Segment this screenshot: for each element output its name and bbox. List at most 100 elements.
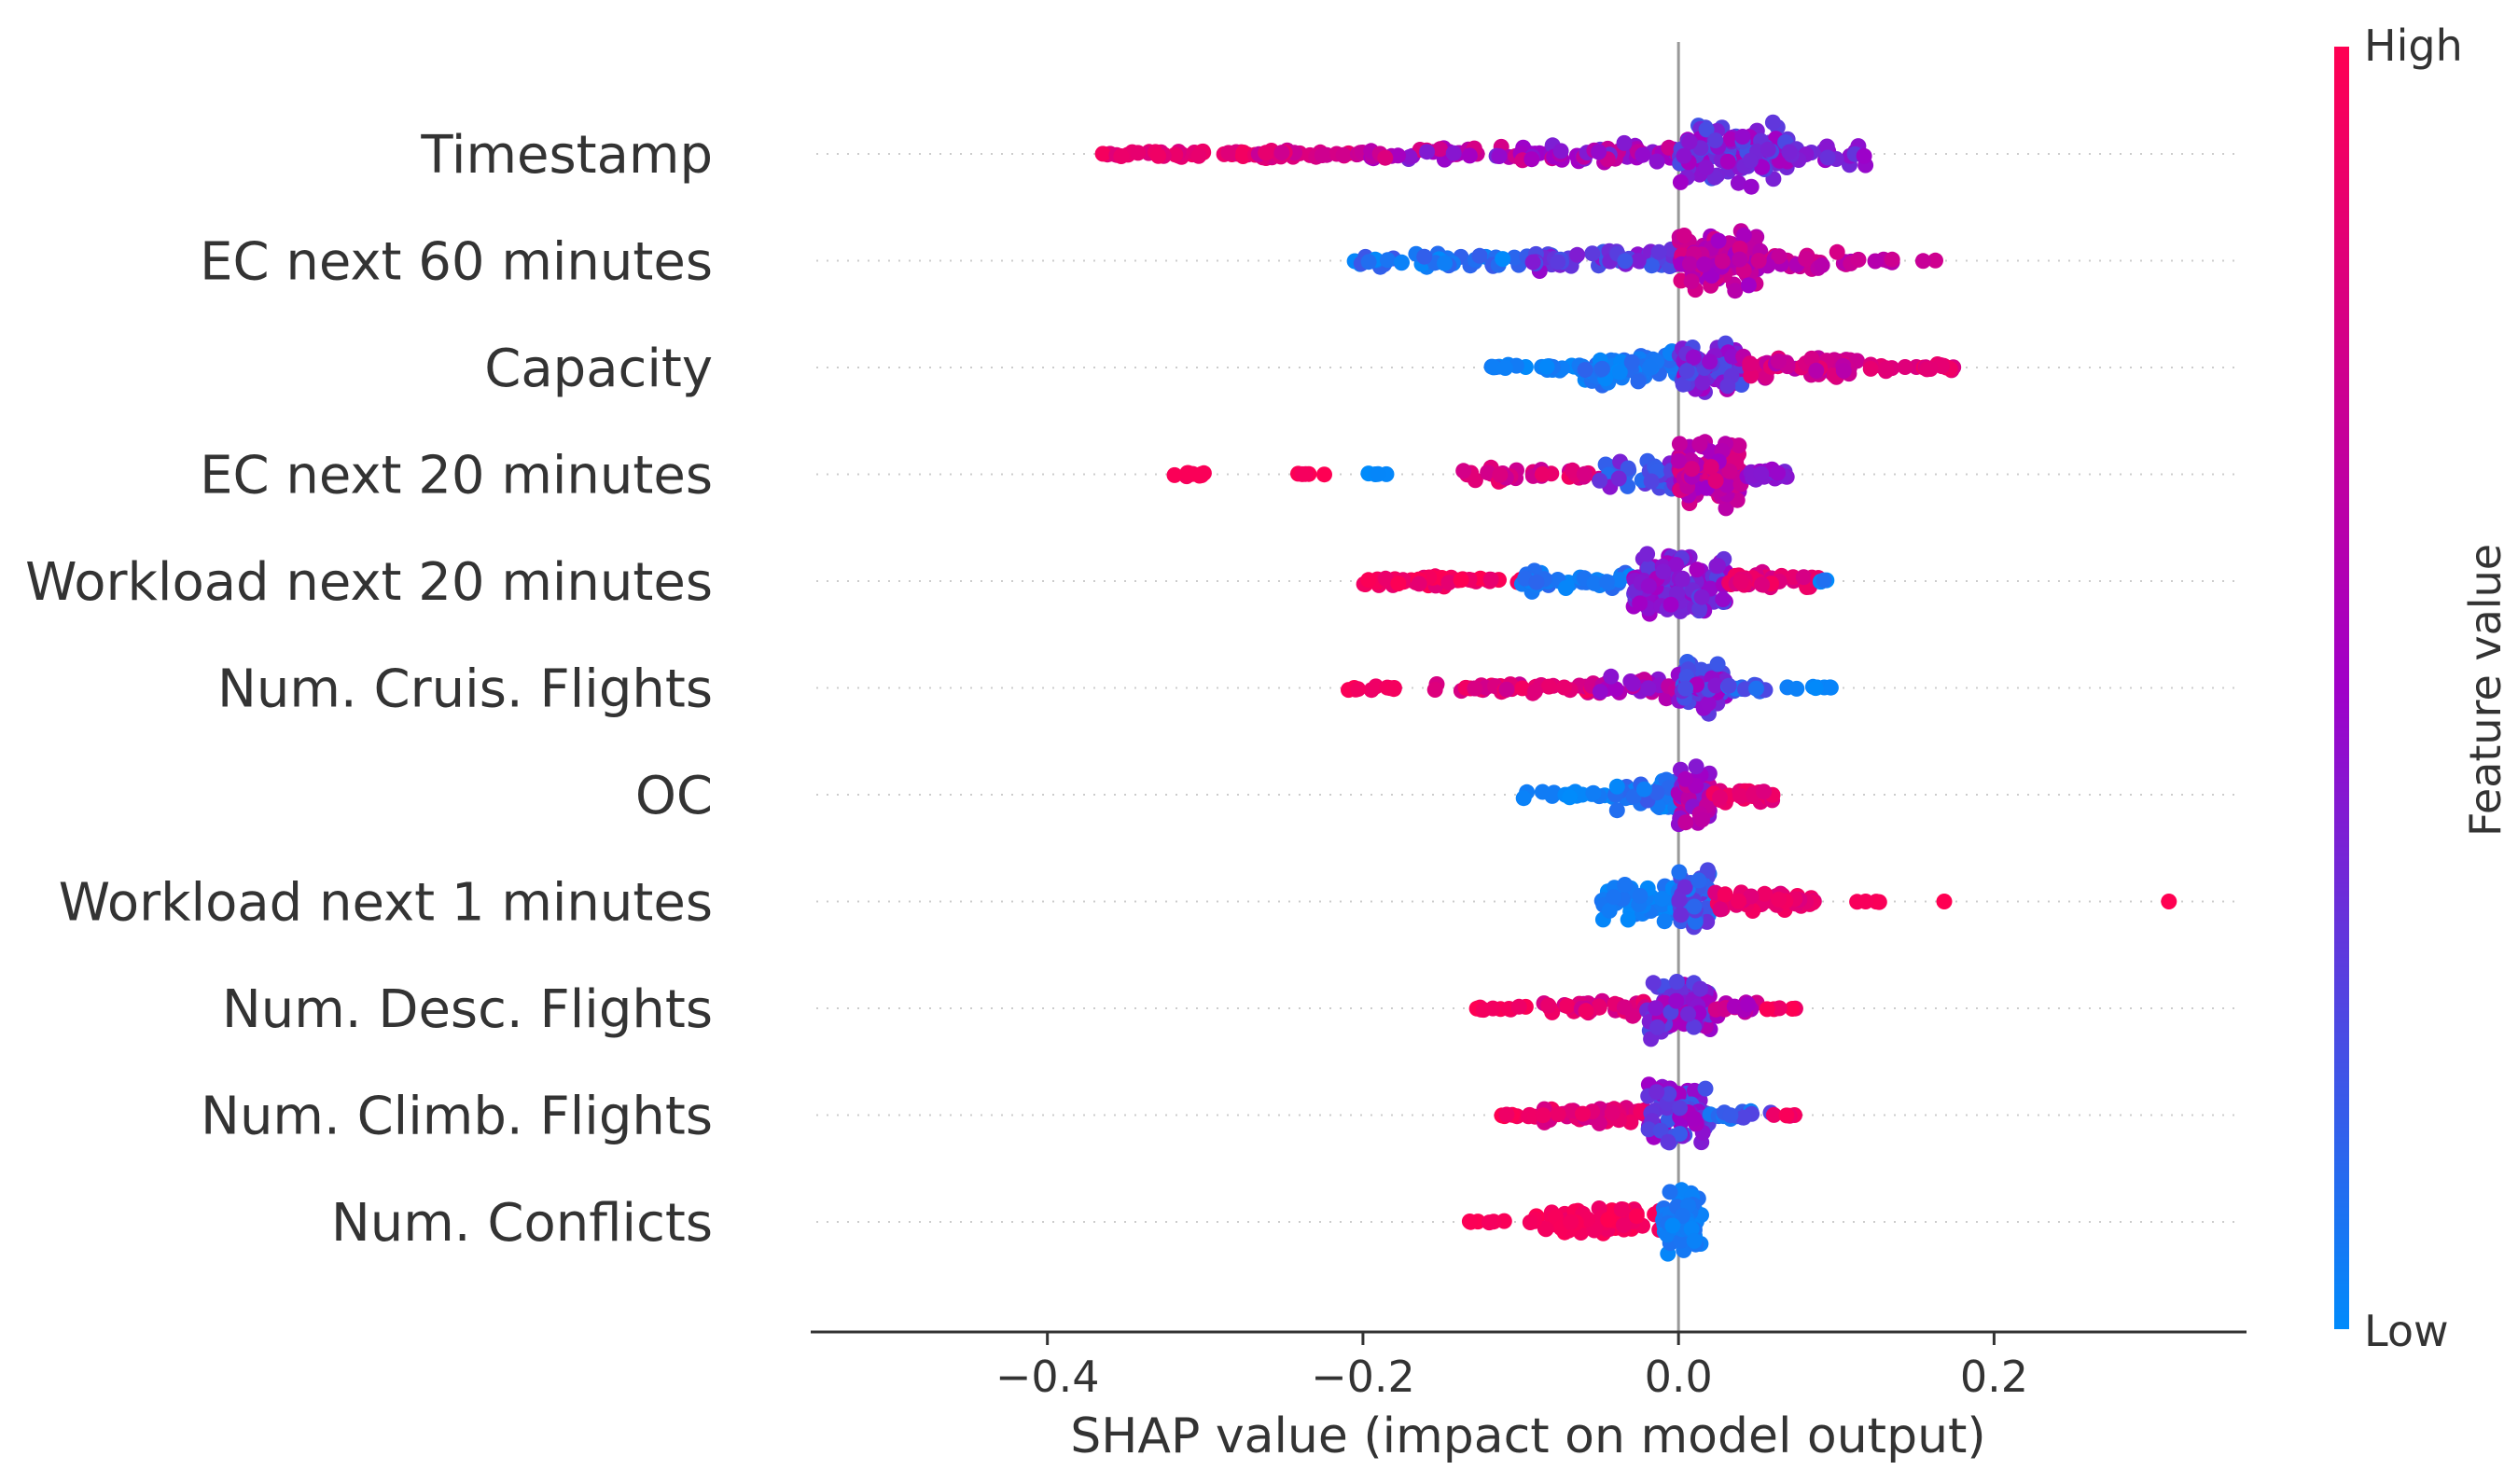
shap-point [1856,147,1872,164]
shap-point [1672,173,1689,190]
shap-point [1497,360,1513,376]
shap-point [1676,147,1692,164]
shap-point [1426,682,1443,698]
shap-point [1150,147,1167,164]
shap-point [1273,145,1290,161]
feature-label-num-climb-flights: Num. Climb. Flights [201,1087,713,1147]
shap-point [1643,1031,1660,1047]
shap-point [1432,141,1449,158]
points-timestamp [1094,114,1874,195]
shap-point [1686,898,1703,915]
points-ec-next-20-minutes [1166,434,1795,517]
shap-point [1730,174,1746,191]
shap-point [1620,460,1636,477]
colorbar-title: Feature value [2460,544,2511,837]
shap-point [1897,359,1913,375]
shap-point [1740,277,1757,294]
shap-point [1411,576,1427,592]
shap-point [1484,1000,1501,1017]
points-num-cruis-flights [1341,654,1839,722]
shap-point [1559,998,1576,1014]
shap-point [1335,146,1352,163]
shap-point [1722,131,1739,147]
shap-point [1552,143,1569,159]
shap-point [1702,354,1718,370]
shap-point [1677,770,1694,787]
shap-point [1795,569,1812,586]
shap-point [1675,376,1691,393]
shap-point [1829,243,1845,260]
points-ec-next-60-minutes [1346,223,1943,299]
shap-point [1526,683,1543,700]
shap-point [1771,1000,1788,1017]
shap-point [1645,975,1662,992]
shap-point [1592,684,1608,700]
shap-point [1676,879,1693,895]
shap-point [1815,572,1832,589]
feature-label-timestamp: Timestamp [420,125,713,186]
shap-points [1094,114,2177,1262]
shap-point [1686,1232,1703,1249]
shap-point [1694,374,1711,391]
shap-point [1632,595,1649,612]
shap-point [1258,145,1274,161]
shap-point [1639,546,1656,562]
shap-point [1390,147,1406,164]
shap-point [1522,1214,1538,1230]
shap-point [1712,789,1728,806]
shap-point [1732,574,1749,590]
shap-point [1683,1220,1700,1237]
shap-point [1731,437,1747,454]
shap-point [1130,145,1147,161]
shap-point [1550,1106,1566,1123]
shap-point [1668,992,1685,1009]
shap-point [1498,1106,1515,1123]
shap-point [1360,572,1377,589]
shap-point [1534,465,1551,482]
shap-point [1760,141,1776,158]
shap-point [1712,901,1729,918]
shap-point [1803,350,1820,367]
shap-point [1370,465,1386,482]
shap-point [1166,466,1183,483]
shap-point [1862,360,1879,377]
shap-point [1617,253,1634,270]
shap-point [1700,695,1717,712]
shap-point [1671,892,1688,908]
shap-point [1684,461,1700,478]
shap-point [1576,465,1593,482]
shap-point [1677,814,1694,831]
shap-point [1678,363,1695,380]
shap-point [1606,889,1622,906]
shap-point [1822,679,1839,696]
shap-point [1808,362,1825,379]
shap-point [1640,680,1657,697]
shap-point [1510,998,1527,1015]
shap-point [1692,980,1708,997]
shap-point [1524,254,1541,270]
shap-point [1557,580,1574,596]
shap-point [1731,893,1746,909]
shap-point [1721,463,1738,479]
shap-point [1377,570,1394,587]
shap-point [1770,465,1786,481]
shap-point [1294,465,1311,482]
shap-point [1535,1107,1551,1124]
shap-point [1616,134,1633,151]
points-workload-next-1-minutes [1593,862,2177,936]
shap-point [1314,147,1330,163]
x-tick-label: 0.2 [1960,1352,2028,1402]
feature-label-ec-next-20-minutes: EC next 20 minutes [200,446,713,506]
shap-point [1540,678,1557,695]
shap-point [1754,576,1771,593]
shap-point [1770,353,1787,369]
shap-point [1685,349,1702,366]
shap-point [1715,591,1732,608]
shap-point [1350,681,1367,698]
shap-point [1784,1001,1801,1017]
shap-point [1693,589,1710,605]
shap-point [1565,462,1580,478]
shap-point [1689,562,1705,578]
shap-point [1569,246,1586,263]
shap-point [1660,1133,1676,1150]
